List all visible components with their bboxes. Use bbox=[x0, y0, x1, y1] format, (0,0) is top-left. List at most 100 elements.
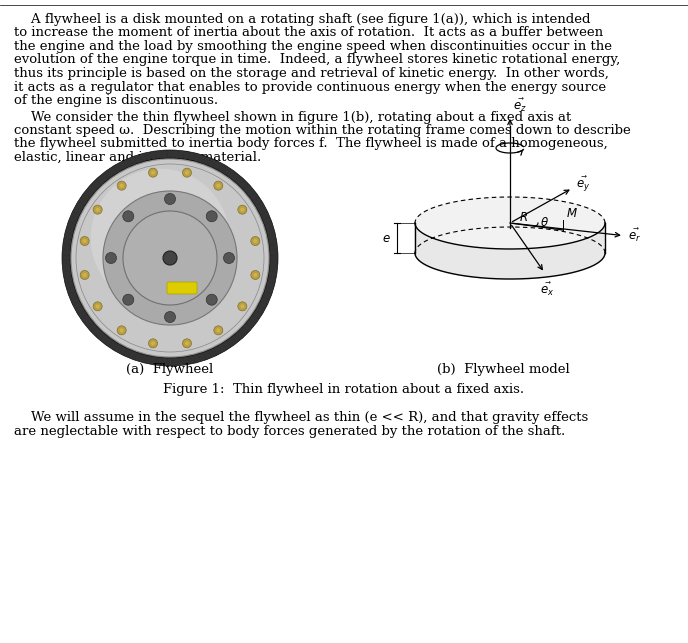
Text: $\theta$: $\theta$ bbox=[540, 215, 549, 228]
Polygon shape bbox=[268, 277, 275, 282]
Polygon shape bbox=[76, 307, 84, 313]
Circle shape bbox=[214, 326, 223, 335]
Circle shape bbox=[62, 150, 278, 366]
Circle shape bbox=[120, 184, 124, 188]
Polygon shape bbox=[240, 181, 247, 188]
Text: of the engine is discontinuous.: of the engine is discontinuous. bbox=[14, 94, 218, 107]
Polygon shape bbox=[204, 352, 211, 359]
Polygon shape bbox=[140, 154, 146, 161]
Circle shape bbox=[83, 273, 87, 277]
Text: $\vec{e_r}$: $\vec{e_r}$ bbox=[628, 227, 641, 244]
Polygon shape bbox=[232, 174, 239, 181]
Polygon shape bbox=[105, 338, 112, 346]
Polygon shape bbox=[110, 341, 117, 349]
Circle shape bbox=[182, 339, 191, 348]
Text: thus its principle is based on the storage and retrieval of kinetic energy.  In : thus its principle is based on the stora… bbox=[14, 67, 609, 80]
Circle shape bbox=[96, 208, 100, 212]
Polygon shape bbox=[266, 287, 272, 293]
Circle shape bbox=[253, 273, 257, 277]
Polygon shape bbox=[67, 223, 74, 229]
Text: (b)  Flywheel model: (b) Flywheel model bbox=[437, 363, 570, 376]
Polygon shape bbox=[244, 324, 251, 331]
Polygon shape bbox=[63, 244, 69, 249]
Polygon shape bbox=[63, 261, 69, 266]
Polygon shape bbox=[120, 347, 126, 354]
Text: $\vec{e_y}$: $\vec{e_y}$ bbox=[576, 174, 590, 194]
Polygon shape bbox=[264, 217, 270, 224]
Polygon shape bbox=[115, 164, 121, 172]
Text: it acts as a regulator that enables to provide continuous energy when the energy: it acts as a regulator that enables to p… bbox=[14, 80, 606, 93]
Polygon shape bbox=[267, 282, 274, 288]
Polygon shape bbox=[173, 359, 178, 365]
Polygon shape bbox=[254, 311, 261, 318]
Polygon shape bbox=[270, 266, 277, 271]
Polygon shape bbox=[135, 354, 141, 361]
Polygon shape bbox=[200, 156, 205, 163]
Polygon shape bbox=[82, 316, 89, 323]
Polygon shape bbox=[204, 158, 211, 165]
Polygon shape bbox=[125, 349, 131, 357]
Polygon shape bbox=[244, 185, 251, 192]
Polygon shape bbox=[63, 266, 69, 271]
Polygon shape bbox=[257, 307, 264, 313]
Circle shape bbox=[182, 168, 191, 177]
Polygon shape bbox=[63, 250, 69, 255]
FancyBboxPatch shape bbox=[167, 282, 197, 294]
Circle shape bbox=[238, 302, 247, 311]
Polygon shape bbox=[257, 203, 264, 210]
Polygon shape bbox=[240, 328, 247, 335]
Circle shape bbox=[80, 237, 89, 246]
Circle shape bbox=[96, 304, 100, 309]
Text: A flywheel is a disk mounted on a rotating shaft (see figure 1(a)), which is int: A flywheel is a disk mounted on a rotati… bbox=[14, 13, 590, 26]
Polygon shape bbox=[65, 233, 72, 239]
Text: $\vec{e_x}$: $\vec{e_x}$ bbox=[539, 281, 554, 298]
Polygon shape bbox=[67, 287, 74, 293]
Polygon shape bbox=[69, 217, 76, 224]
Circle shape bbox=[163, 251, 177, 265]
Text: $M$: $M$ bbox=[566, 207, 578, 220]
Polygon shape bbox=[97, 332, 104, 339]
Text: elastic, linear and isotropic material.: elastic, linear and isotropic material. bbox=[14, 151, 261, 164]
Polygon shape bbox=[214, 347, 221, 354]
Polygon shape bbox=[271, 256, 277, 260]
Polygon shape bbox=[64, 239, 71, 244]
Circle shape bbox=[224, 253, 235, 264]
Circle shape bbox=[206, 294, 217, 305]
Circle shape bbox=[251, 271, 260, 280]
Polygon shape bbox=[236, 332, 244, 339]
Polygon shape bbox=[82, 194, 89, 201]
Polygon shape bbox=[151, 152, 156, 159]
Polygon shape bbox=[173, 151, 178, 158]
Circle shape bbox=[117, 326, 126, 335]
Polygon shape bbox=[178, 151, 184, 158]
Polygon shape bbox=[146, 153, 151, 159]
Polygon shape bbox=[79, 311, 87, 318]
Polygon shape bbox=[157, 358, 162, 365]
Polygon shape bbox=[236, 177, 244, 185]
Polygon shape bbox=[79, 198, 87, 204]
Polygon shape bbox=[168, 359, 172, 365]
Text: constant speed ω.  Describing the motion within the rotating frame comes down to: constant speed ω. Describing the motion … bbox=[14, 124, 631, 137]
Polygon shape bbox=[65, 277, 72, 282]
Polygon shape bbox=[264, 292, 270, 298]
Circle shape bbox=[216, 184, 220, 188]
Polygon shape bbox=[228, 170, 235, 177]
Polygon shape bbox=[254, 198, 261, 204]
Polygon shape bbox=[101, 335, 108, 343]
Polygon shape bbox=[157, 151, 162, 158]
Polygon shape bbox=[89, 324, 96, 331]
Polygon shape bbox=[89, 185, 96, 192]
Text: $R$: $R$ bbox=[519, 210, 528, 224]
Polygon shape bbox=[120, 161, 126, 169]
Circle shape bbox=[251, 237, 260, 246]
Polygon shape bbox=[267, 228, 274, 234]
Polygon shape bbox=[115, 345, 121, 352]
Polygon shape bbox=[209, 349, 215, 357]
Circle shape bbox=[105, 253, 116, 264]
Polygon shape bbox=[415, 227, 605, 279]
Polygon shape bbox=[415, 197, 605, 249]
Circle shape bbox=[122, 211, 133, 222]
Circle shape bbox=[185, 341, 189, 345]
Text: Figure 1:  Thin flywheel in rotation about a fixed axis.: Figure 1: Thin flywheel in rotation abou… bbox=[164, 383, 524, 396]
Polygon shape bbox=[129, 158, 136, 165]
